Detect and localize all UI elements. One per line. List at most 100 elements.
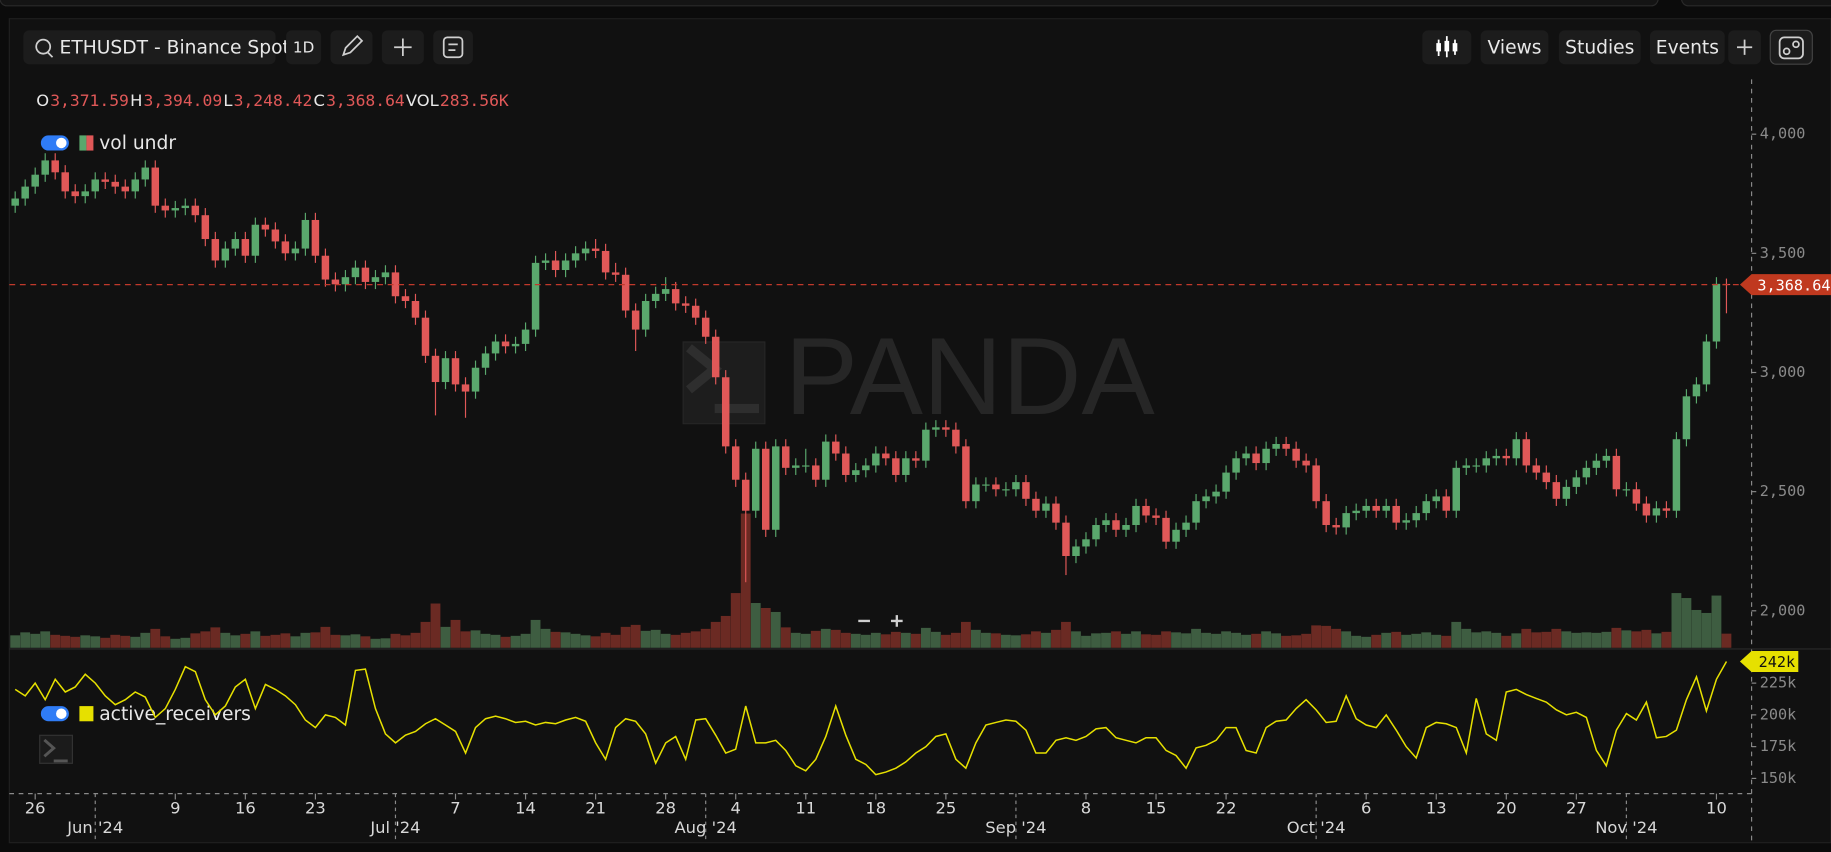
indicator-line [14, 661, 1728, 776]
volume-bar [1151, 634, 1161, 648]
month-label: Sep '24 [985, 818, 1046, 837]
events-label[interactable]: Events [1656, 37, 1719, 58]
candle-body [61, 172, 69, 192]
candle-body [501, 341, 510, 347]
candle-body [1032, 498, 1040, 511]
volume-bar [830, 629, 841, 648]
candle-body [151, 167, 160, 206]
volume-bar [1251, 633, 1262, 648]
candle-body [621, 274, 630, 311]
events-button[interactable] [1650, 30, 1725, 65]
ohlc-key: L [223, 91, 233, 110]
volume-bar [260, 635, 271, 648]
x-tick-label: 6 [1361, 798, 1371, 817]
volume-bar [250, 631, 261, 648]
candle-body [191, 205, 200, 216]
volume-bar [1641, 629, 1652, 648]
candle-body [1462, 465, 1470, 468]
volume-bar [1611, 627, 1622, 648]
volume-bar [750, 603, 761, 648]
volume-bar [1241, 634, 1252, 648]
volume-bar [1171, 632, 1181, 648]
volume-bar [1301, 633, 1312, 648]
volume-bar [550, 631, 561, 648]
candle-body [1492, 455, 1501, 459]
candle-body [1212, 491, 1220, 497]
search-box[interactable] [23, 30, 276, 65]
candle-body [772, 446, 780, 530]
symbol-search[interactable]: ETHUSDT - Binance Spot [23, 30, 290, 65]
x-tick-label: 21 [585, 798, 606, 817]
views-label[interactable]: Views [1488, 37, 1542, 58]
studies-button[interactable] [1558, 30, 1641, 65]
candle-body [1382, 505, 1390, 511]
studies-label[interactable]: Studies [1565, 37, 1634, 58]
volume-bar [490, 634, 501, 648]
candle-body [671, 289, 680, 304]
candle-body [531, 262, 540, 330]
volume-bar [810, 630, 821, 648]
candle-body [491, 341, 500, 354]
volume-bar [200, 631, 211, 648]
candle-body [281, 241, 290, 254]
toggle-knob[interactable] [56, 708, 67, 719]
volume-bar [1351, 635, 1362, 648]
candle-body [1482, 458, 1491, 466]
volume-bar [1031, 631, 1041, 648]
toggle-knob[interactable] [56, 137, 67, 149]
volume-bar [1591, 632, 1602, 648]
x-tick-label: 14 [515, 798, 536, 817]
candle-body [101, 179, 109, 182]
volume-bar [780, 627, 791, 648]
volume-bar [1701, 612, 1712, 648]
volume-bar [430, 603, 441, 648]
volume-bar [960, 621, 971, 648]
candle-body [741, 479, 750, 511]
volume-bar [1281, 635, 1292, 648]
search-icon [35, 38, 52, 55]
candle-body [131, 179, 140, 192]
candle-body [631, 310, 640, 330]
volume-bar [1481, 631, 1492, 648]
settings-knob-2 [1792, 40, 1800, 49]
symbol-name[interactable]: ETHUSDT - Binance Spot [60, 37, 290, 58]
clipboard-button[interactable] [433, 30, 473, 65]
volume-bar [1491, 632, 1502, 648]
volume-bar [1691, 609, 1702, 648]
volume-bar [450, 619, 461, 648]
volume-bar [460, 631, 471, 648]
volume-value: 283.56K [440, 91, 509, 110]
volume-bar [800, 633, 811, 648]
x-tick-label: 4 [731, 798, 741, 817]
volume-bar [180, 637, 191, 648]
x-tick-label: 20 [1496, 798, 1517, 817]
candle-body [1082, 539, 1090, 547]
volume-bar [1001, 634, 1011, 648]
volume-bar [610, 634, 621, 648]
volume-bar [1721, 633, 1732, 648]
candle-body [321, 255, 330, 280]
volume-bar [1231, 632, 1241, 648]
month-label: Aug '24 [675, 818, 737, 837]
candle-body [1112, 520, 1120, 530]
views-button[interactable] [1480, 30, 1549, 65]
volume-bar [660, 633, 671, 648]
legend-swatch-up [79, 135, 87, 151]
candle-body [1672, 439, 1681, 511]
candle-body [1022, 482, 1030, 499]
interval-button[interactable] [286, 30, 322, 65]
volume-bar [940, 634, 951, 648]
volume-bar [680, 632, 691, 648]
candle-body [1692, 384, 1701, 397]
candle-body [1402, 520, 1410, 523]
volume-bar [340, 635, 351, 648]
volume-bar [80, 635, 91, 648]
zoom-controls[interactable] [858, 615, 903, 627]
candle-body [91, 179, 99, 192]
interval-label[interactable]: 1D [293, 38, 314, 56]
edit-button[interactable] [330, 30, 373, 65]
volume-bar [30, 633, 41, 648]
candle-body [942, 427, 950, 430]
candle-body [1632, 489, 1641, 504]
volume-bar [720, 615, 731, 648]
